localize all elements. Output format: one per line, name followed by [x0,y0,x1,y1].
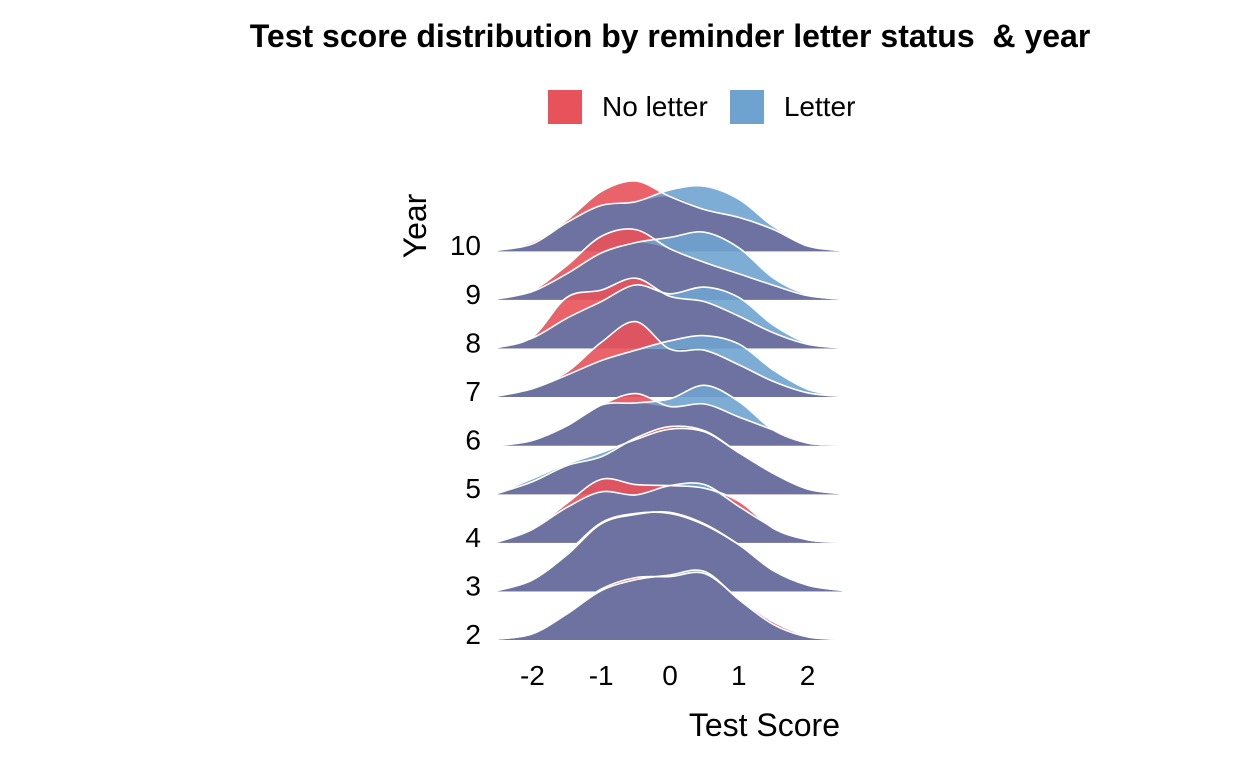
density-outline-letter-year-5 [498,427,842,495]
y-tick-label: 4 [465,522,481,553]
density-outline-no-letter-year-8 [498,277,842,349]
x-tick-label: -1 [589,660,614,691]
density-outline-letter-year-2 [498,569,842,641]
density-overlap-year-3 [498,512,842,592]
chart-title: Test score distribution by reminder lett… [249,18,1091,54]
density-outline-letter-year-3 [498,511,842,592]
y-tick-label: 3 [465,570,481,601]
density-outline-letter-year-8 [498,284,842,349]
density-outline-letter-year-9 [498,231,842,301]
density-overlap-year-10 [498,196,842,252]
density-overlap-year-7 [498,348,842,397]
legend-label-letter: Letter [783,91,856,122]
x-tick-label: 0 [662,660,678,691]
legend-swatch-no-letter [548,90,582,124]
y-tick-label: 6 [465,425,481,456]
y-tick-label: 2 [465,619,481,650]
density-outline-no-letter-year-9 [498,228,842,301]
y-tick-label: 8 [465,327,481,358]
density-outline-letter-year-6 [498,384,842,447]
density-outline-letter-year-10 [498,184,842,252]
y-axis: 2 3 4 5 6 7 8 9 10 [450,230,481,650]
density-outline-no-letter-year-10 [498,180,842,252]
legend-item-no-letter: No letter [548,90,708,124]
x-axis: -2 -1 0 1 2 [520,660,815,691]
x-tick-label: 2 [800,660,816,691]
x-axis-label: Test Score [689,707,840,743]
ridges-group [498,180,842,641]
density-overlap-year-8 [498,284,842,349]
density-outline-letter-year-4 [498,482,842,544]
y-tick-label: 9 [465,279,481,310]
x-tick-label: -2 [520,660,545,691]
legend-item-letter: Letter [729,90,856,124]
y-tick-label: 10 [450,230,481,261]
x-tick-label: 1 [731,660,747,691]
density-outline-no-letter-year-7 [498,320,842,398]
legend-label-no-letter: No letter [602,91,708,122]
density-overlap-year-9 [498,242,842,300]
density-outline-letter-year-7 [498,334,842,398]
legend: No letter Letter [548,90,877,124]
density-overlap-year-2 [498,572,842,640]
density-overlap-year-5 [498,428,842,495]
y-tick-label: 7 [465,376,481,407]
density-overlap-year-6 [498,402,842,446]
legend-swatch-letter [729,90,764,124]
y-tick-label: 5 [465,473,481,504]
y-axis-label: Year [397,193,433,258]
